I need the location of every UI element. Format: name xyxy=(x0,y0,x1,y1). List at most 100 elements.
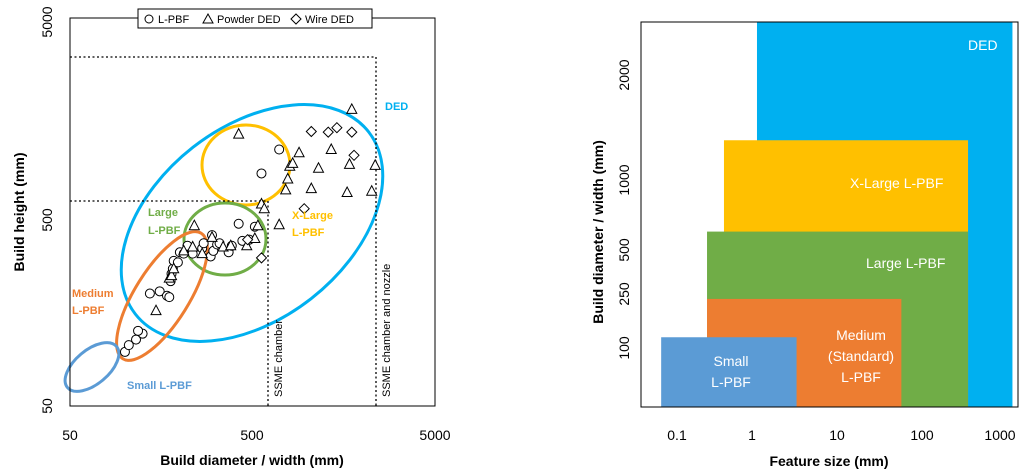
triangle-point-8 xyxy=(206,230,218,242)
region-label-ded: DED xyxy=(385,101,408,113)
left-x-axis-label: Build diameter / width (mm) xyxy=(160,452,344,468)
ref-label-ssme-chamber-nozzle: SSME chamber and nozzle xyxy=(381,264,393,397)
ref-label-ssme-chamber: SSME chamber xyxy=(273,320,285,397)
triangle-point-9 xyxy=(217,240,229,252)
diamond-point-4 xyxy=(322,126,334,138)
region-label-large-line1: Large xyxy=(148,207,178,219)
triangle-point-17 xyxy=(273,218,285,230)
right-y-axis-label: Build diameter / width (mm) xyxy=(590,140,606,324)
right-x-tick-0.1: 0.1 xyxy=(667,427,687,443)
ssme-chamber-line xyxy=(70,200,269,406)
bar-label-large: Large L-PBF xyxy=(866,255,945,271)
right-plot-frame xyxy=(640,21,1019,408)
right-x-ticks: 0.1 1 10 100 1000 xyxy=(667,427,1016,443)
diamond-point-6 xyxy=(346,126,358,138)
circle-point-5 xyxy=(144,288,155,299)
triangle-point-6 xyxy=(188,219,201,231)
triangle-point-2 xyxy=(165,269,178,281)
bar-label-medium-line3: L-PBF xyxy=(841,369,881,385)
right-y-tick-500: 500 xyxy=(616,238,632,262)
triangle-point-19 xyxy=(281,172,294,184)
triangle-point-23 xyxy=(305,182,318,194)
triangle-point-29 xyxy=(365,184,378,196)
right-x-tick-1: 1 xyxy=(748,427,756,443)
diamond-point-1 xyxy=(255,252,268,264)
left-x-tick-5000: 5000 xyxy=(419,427,450,443)
triangle-point-3 xyxy=(167,262,180,274)
diamond-point-5 xyxy=(331,121,343,134)
diamond-point-0 xyxy=(241,233,254,246)
left-y-tick-5000: 5000 xyxy=(39,6,55,37)
circle-point-8 xyxy=(164,292,175,303)
region-ellipse-small xyxy=(63,341,121,393)
triangle-point-16 xyxy=(258,202,271,214)
bar-label-small-line2: L-PBF xyxy=(711,374,751,390)
triangle-point-25 xyxy=(325,142,338,154)
region-ellipse-medium xyxy=(115,230,209,362)
legend-label-lpbf: L-PBF xyxy=(158,14,189,26)
triangle-point-5 xyxy=(186,240,199,252)
triangle-point-24 xyxy=(312,161,325,173)
circle-point-19 xyxy=(198,238,209,249)
region-label-medium-line1: Medium xyxy=(72,288,114,300)
triangle-point-26 xyxy=(341,185,353,198)
circle-point-4 xyxy=(133,325,144,336)
triangle-point-27 xyxy=(343,157,356,169)
region-ellipse-large xyxy=(182,201,268,277)
circle-point-27 xyxy=(233,218,244,229)
left-y-ticks: 50 500 5000 xyxy=(39,6,55,414)
bar-label-medium-line1: Medium xyxy=(836,327,886,343)
region-label-large-line2: L-PBF xyxy=(148,225,181,237)
diamond-point-7 xyxy=(348,149,360,162)
triangle-point-14 xyxy=(252,219,264,231)
legend-box xyxy=(137,8,373,29)
triangle-point-0 xyxy=(150,304,162,316)
legend-label-wire-ded: Wire DED xyxy=(305,14,354,26)
region-label-x-large-line1: X-Large xyxy=(292,210,333,222)
left-reference-lines xyxy=(70,56,377,406)
legend-diamond-icon xyxy=(290,13,302,25)
left-chart: DED X-Large L-PBF Large L-PBF Medium L-P… xyxy=(11,6,451,468)
triangle-point-28 xyxy=(345,102,358,114)
right-y-tick-100: 100 xyxy=(616,336,632,360)
triangle-point-4 xyxy=(177,244,190,256)
triangle-point-7 xyxy=(196,247,209,259)
triangle-point-30 xyxy=(369,158,381,170)
right-chart: DED X-Large L-PBF Large L-PBF Medium (St… xyxy=(590,21,1019,469)
left-y-axis-label: Build height (mm) xyxy=(11,153,27,272)
diamond-point-2 xyxy=(298,202,310,215)
circle-point-6 xyxy=(154,286,165,297)
right-y-tick-2000: 2000 xyxy=(616,59,632,90)
right-y-tick-1000: 1000 xyxy=(616,164,632,195)
left-y-tick-500: 500 xyxy=(39,208,55,232)
left-regions xyxy=(63,103,385,393)
bar-label-ded: DED xyxy=(968,37,998,53)
legend-triangle-icon xyxy=(202,12,214,24)
triangle-point-12 xyxy=(240,239,253,251)
legend: L-PBF Powder DED Wire DED xyxy=(137,8,373,29)
triangle-point-10 xyxy=(224,239,237,251)
ssme-chamber-nozzle-line xyxy=(70,56,377,406)
right-x-tick-10: 10 xyxy=(829,427,845,443)
right-bars xyxy=(661,22,1013,407)
region-ellipse-x-large xyxy=(200,123,292,207)
triangle-point-18 xyxy=(279,183,292,195)
left-data-points xyxy=(119,102,381,357)
bar-label-x-large: X-Large L-PBF xyxy=(850,175,943,191)
bar-label-medium-line2: (Standard) xyxy=(828,348,894,364)
right-y-ticks: 100 250 500 1000 2000 xyxy=(616,59,632,359)
bar-label-small-line1: Small xyxy=(713,353,748,369)
circle-point-32 xyxy=(274,144,285,155)
triangle-point-22 xyxy=(293,146,305,158)
region-label-medium-line2: L-PBF xyxy=(72,305,105,317)
right-x-axis-label: Feature size (mm) xyxy=(769,453,888,469)
region-ellipse-ded xyxy=(119,103,385,343)
left-x-tick-500: 500 xyxy=(240,427,264,443)
right-x-tick-1000: 1000 xyxy=(984,427,1015,443)
triangle-point-21 xyxy=(286,156,299,168)
diamond-point-3 xyxy=(305,125,318,138)
left-x-ticks: 50 500 5000 xyxy=(62,427,451,443)
bar-small-l-pbf xyxy=(661,337,797,407)
circle-point-31 xyxy=(256,168,267,179)
